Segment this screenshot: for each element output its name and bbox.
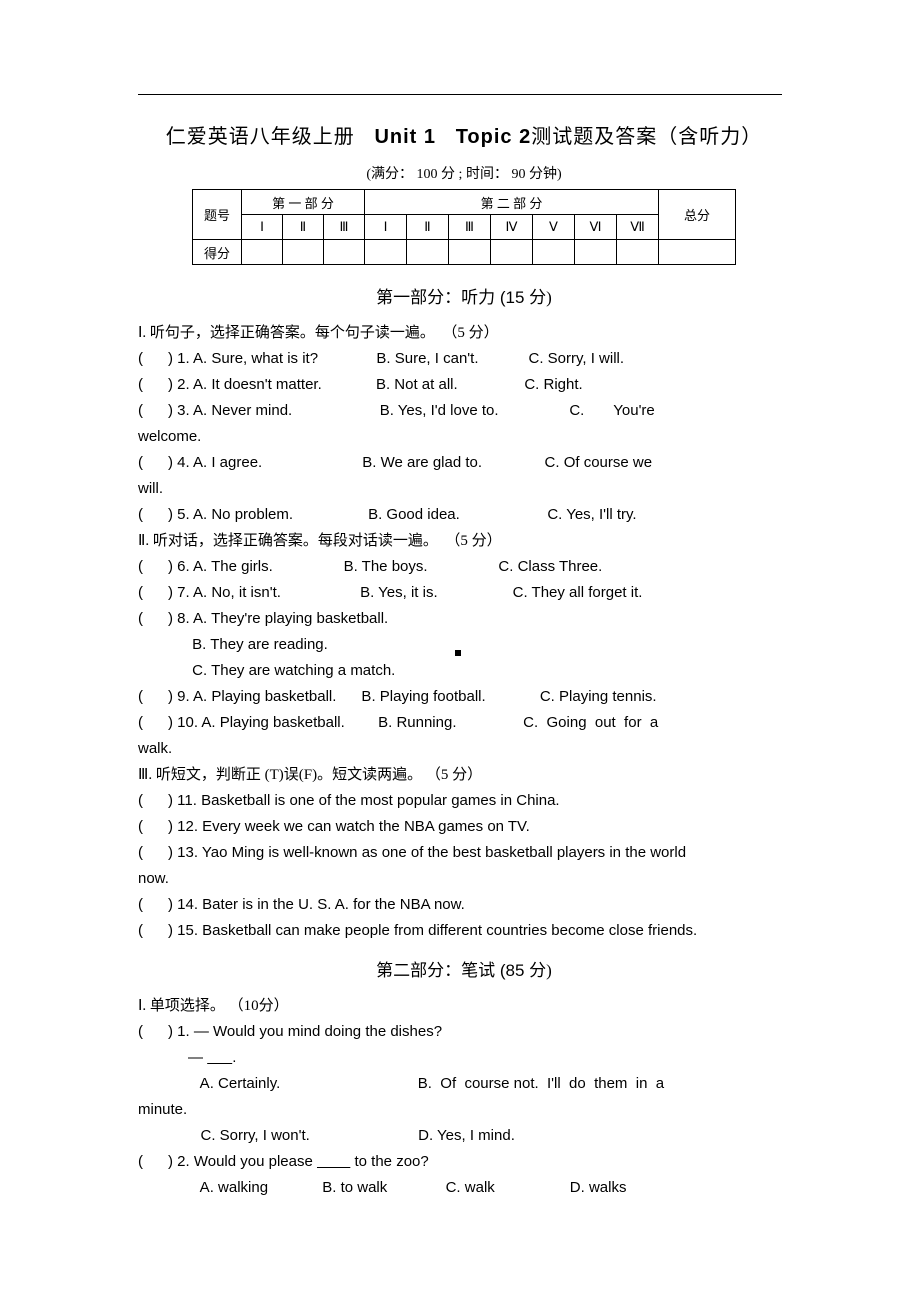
title-topic: Topic 2 <box>456 126 532 148</box>
score-table: 题号 第 一 部 分 第 二 部 分 总分 Ⅰ Ⅱ Ⅲ Ⅰ Ⅱ Ⅲ Ⅳ Ⅴ Ⅵ … <box>192 189 736 265</box>
written-q1e: C. Sorry, I won't. D. Yes, I mind. <box>138 1123 790 1149</box>
listening-q3b: welcome. <box>138 424 790 450</box>
score-cell <box>365 240 407 265</box>
listening-q7: ( ) 7. A. No, it isn't. B. Yes, it is. C… <box>138 580 790 606</box>
score-cell <box>617 240 659 265</box>
part2-heading: 第二部分：笔试 (85 分) <box>138 956 790 981</box>
listening-q15: ( ) 15. Basketball can make people from … <box>138 918 790 944</box>
written-q1b-text: — <box>138 1049 207 1066</box>
listening-s3-intro: Ⅲ. 听短文，判断正 (T)误(F)。短文读两遍。 （5 分） <box>138 762 790 788</box>
p2-col-3: Ⅲ <box>449 215 491 240</box>
row-label-2: 得分 <box>193 240 242 265</box>
score-cell <box>407 240 449 265</box>
listening-q4: ( ) 4. A. I agree. B. We are glad to. C.… <box>138 450 790 476</box>
written-q2b: A. walking B. to walk C. walk D. walks <box>138 1175 790 1201</box>
written-q1d: minute. <box>138 1097 790 1123</box>
score-cell <box>242 240 283 265</box>
written-q1-blank <box>207 1049 232 1066</box>
part1-heading-cn: 第一部分：听力 <box>376 288 495 307</box>
p2-col-2: Ⅱ <box>407 215 449 240</box>
part2-heading-cn: 第二部分：笔试 <box>376 961 495 980</box>
listening-q6: ( ) 6. A. The girls. B. The boys. C. Cla… <box>138 554 790 580</box>
listening-q8: ( ) 8. A. They're playing basketball. <box>138 606 790 632</box>
written-q2a: ( ) 2. Would you please to the zoo? <box>138 1149 790 1175</box>
listening-q10: ( ) 10. A. Playing basketball. B. Runnin… <box>138 710 790 736</box>
p2-col-4: Ⅳ <box>491 215 533 240</box>
listening-q14: ( ) 14. Bater is in the U. S. A. for the… <box>138 892 790 918</box>
listening-q11: ( ) 11. Basketball is one of the most po… <box>138 788 790 814</box>
p2-col-6: Ⅵ <box>575 215 617 240</box>
written-s1-intro: Ⅰ. 单项选择。 （10分） <box>138 993 790 1019</box>
part1-heading-pts: (15 <box>495 288 529 307</box>
part2-heading-pts: (85 <box>495 961 529 980</box>
written-q2a2-text: to the zoo? <box>350 1153 428 1170</box>
score-cell <box>283 240 324 265</box>
title-prefix: 仁爱英语八年级上册 <box>166 126 355 148</box>
p1-col-1: Ⅰ <box>242 215 283 240</box>
score-cell <box>491 240 533 265</box>
listening-q9: ( ) 9. A. Playing basketball. B. Playing… <box>138 684 790 710</box>
written-q2a-text: ( ) 2. Would you please <box>138 1153 317 1170</box>
p2-col-7: Ⅶ <box>617 215 659 240</box>
page-title: 仁爱英语八年级上册 Unit 1 Topic 2测试题及答案（含听力） <box>138 120 790 149</box>
written-q2-blank <box>317 1153 350 1170</box>
part1-heading: 第一部分：听力 (15 分) <box>138 283 790 308</box>
part1-header: 第 一 部 分 <box>242 190 365 215</box>
header-rule <box>138 94 782 95</box>
score-cell <box>659 240 736 265</box>
listening-q13: ( ) 13. Yao Ming is well-known as one of… <box>138 840 790 866</box>
listening-q13b: now. <box>138 866 790 892</box>
score-cell <box>324 240 365 265</box>
part2-header: 第 二 部 分 <box>365 190 659 215</box>
p2-col-1: Ⅰ <box>365 215 407 240</box>
listening-q10b: walk. <box>138 736 790 762</box>
listening-q2: ( ) 2. A. It doesn't matter. B. Not at a… <box>138 372 790 398</box>
written-q1b: — . <box>138 1045 790 1071</box>
score-cell <box>449 240 491 265</box>
listening-q3: ( ) 3. A. Never mind. B. Yes, I'd love t… <box>138 398 790 424</box>
listening-q8b: B. They are reading. <box>138 632 790 658</box>
row-label-1: 题号 <box>193 190 242 240</box>
title-unit: Unit 1 <box>374 126 436 148</box>
written-q1c: A. Certainly. B. Of course not. I'll do … <box>138 1071 790 1097</box>
listening-q1: ( ) 1. A. Sure, what is it? B. Sure, I c… <box>138 346 790 372</box>
written-q1a: ( ) 1. — Would you mind doing the dishes… <box>138 1019 790 1045</box>
listening-q8c: C. They are watching a match. <box>138 658 790 684</box>
title-suffix: 测试题及答案（含听力） <box>531 126 762 148</box>
p1-col-2: Ⅱ <box>283 215 324 240</box>
score-cell <box>575 240 617 265</box>
listening-s1-intro: Ⅰ. 听句子，选择正确答案。每个句子读一遍。 （5 分） <box>138 320 790 346</box>
p2-col-5: Ⅴ <box>533 215 575 240</box>
part2-heading-suffix: 分) <box>529 961 552 980</box>
page-center-marker <box>455 650 461 656</box>
p1-col-3: Ⅲ <box>324 215 365 240</box>
part1-heading-suffix: 分) <box>529 288 552 307</box>
listening-q4b: will. <box>138 476 790 502</box>
exam-meta: (满分： 100 分 ; 时间： 90 分钟) <box>138 163 790 183</box>
listening-q5: ( ) 5. A. No problem. B. Good idea. C. Y… <box>138 502 790 528</box>
listening-q12: ( ) 12. Every week we can watch the NBA … <box>138 814 790 840</box>
score-cell <box>533 240 575 265</box>
listening-s2-intro: Ⅱ. 听对话，选择正确答案。每段对话读一遍。 （5 分） <box>138 528 790 554</box>
total-header: 总分 <box>659 190 736 240</box>
